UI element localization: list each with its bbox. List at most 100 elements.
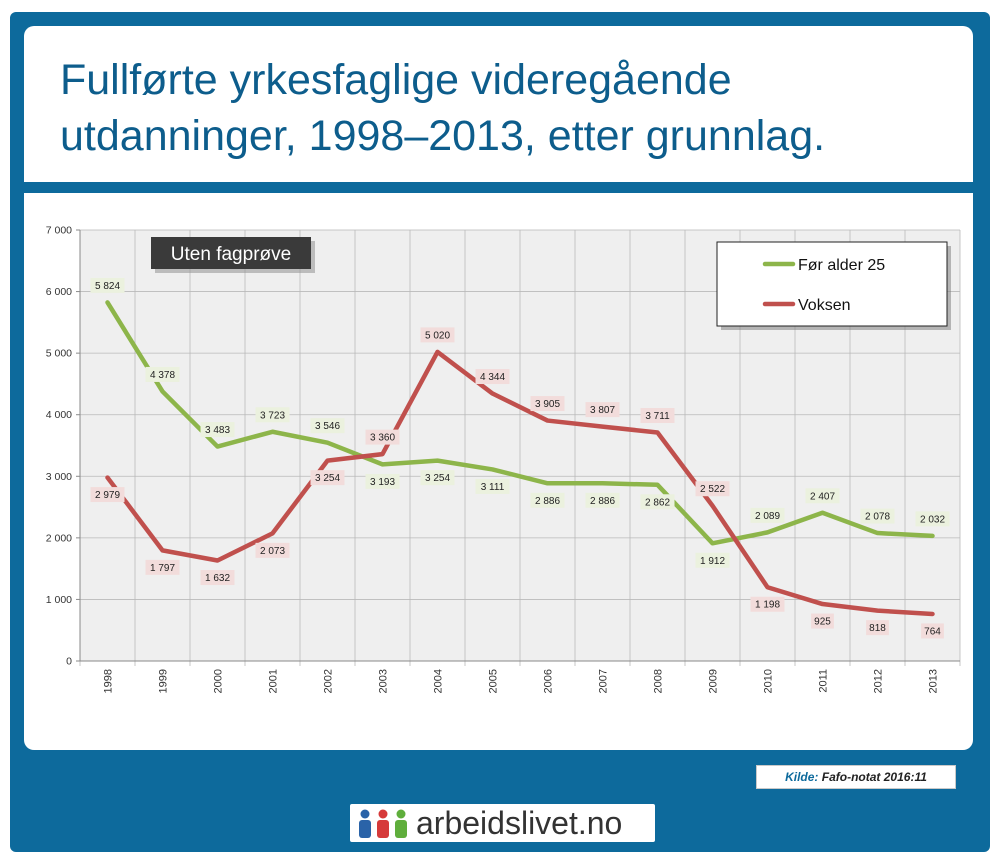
x-tick-label: 2008 [653, 669, 665, 693]
data-label-text: 3 905 [535, 399, 560, 410]
data-label-text: 3 723 [260, 410, 285, 421]
data-label-green: 2 032 [915, 511, 950, 527]
data-label-text: 818 [869, 623, 886, 634]
data-label-green: 2 886 [585, 492, 620, 508]
data-label-bg [915, 511, 950, 527]
data-labels-layer: 5 824 4 378 3 483 3 723 3 546 3 193 3 254 3 111… [90, 277, 950, 639]
data-label-red: 1 797 [145, 559, 180, 575]
data-label-bg [750, 507, 785, 523]
y-tick-label: 0 [66, 656, 72, 668]
data-label-red: 3 360 [365, 429, 400, 445]
data-label-red: 2 073 [255, 542, 290, 558]
data-label-text: 2 407 [810, 491, 835, 502]
data-label-bg [310, 418, 345, 434]
data-label-bg [90, 277, 125, 293]
x-tick-label: 2005 [488, 669, 500, 693]
legend-label-green: Før alder 25 [798, 257, 885, 274]
x-tick-label: 2003 [378, 669, 390, 693]
data-label-red: 3 905 [530, 396, 565, 412]
y-tick-label: 4 000 [46, 409, 72, 421]
data-label-bg [145, 559, 180, 575]
x-tick-label: 2009 [708, 669, 720, 693]
x-tick-label: 2000 [213, 669, 225, 693]
data-label-green: 3 483 [200, 422, 235, 438]
series-line-red [105, 349, 935, 617]
data-label-text: 2 078 [865, 512, 890, 523]
data-label-bg [805, 488, 840, 504]
data-label-text: 2 522 [700, 484, 725, 495]
data-label-red: 2 522 [695, 481, 730, 497]
data-label-bg [640, 408, 675, 424]
data-label-text: 2 979 [95, 490, 120, 501]
data-label-bg [921, 623, 944, 639]
data-label-bg [811, 613, 834, 629]
data-label-red: 1 632 [200, 570, 235, 586]
data-label-bg [255, 542, 290, 558]
data-label-text: 3 360 [370, 433, 395, 444]
data-label-bg [200, 422, 235, 438]
data-label-green: 2 089 [750, 507, 785, 523]
data-label-text: 925 [814, 617, 831, 628]
source-label: Kilde: [785, 770, 819, 784]
data-label-green: 3 193 [365, 473, 400, 489]
x-tick-label: 2001 [268, 669, 280, 693]
data-label-green: 3 254 [420, 470, 455, 486]
data-label-text: 3 807 [590, 405, 615, 416]
site-logo[interactable]: arbeidslivet.no [350, 804, 655, 842]
data-label-bg [365, 473, 400, 489]
data-label-green: 2 886 [530, 492, 565, 508]
y-tick-label: 3 000 [46, 471, 72, 483]
source-text: Fafo-notat 2016:11 [821, 770, 927, 784]
y-tick-label: 6 000 [46, 286, 72, 298]
data-label-green: 2 407 [805, 488, 840, 504]
people-icon [359, 809, 407, 838]
x-tick-label: 2012 [873, 669, 885, 693]
data-label-text: 3 483 [205, 425, 230, 436]
data-label-green: 5 824 [90, 277, 125, 293]
x-tick-label: 2010 [763, 669, 775, 693]
data-label-text: 2 862 [645, 497, 670, 508]
y-tick-label: 1 000 [46, 594, 72, 606]
data-label-text: 1 632 [205, 573, 230, 584]
data-label-text: 1 198 [755, 600, 780, 611]
data-label-text: 1 912 [700, 556, 725, 567]
data-label-text: 3 254 [315, 473, 340, 484]
logo-text: arbeidslivet.no [416, 805, 623, 841]
axes-layer: 0 1 000 2 000 3 000 4 000 5 000 6 000 7 000 1998… [46, 225, 960, 693]
data-label-bg [475, 478, 510, 494]
y-tick-label: 2 000 [46, 532, 72, 544]
y-tick-label: 5 000 [46, 348, 72, 360]
data-label-text: 3 254 [425, 473, 450, 484]
data-label-bg [255, 407, 290, 423]
data-label-bg [860, 508, 895, 524]
data-label-bg [365, 429, 400, 445]
data-label-bg [420, 470, 455, 486]
data-label-text: 2 089 [755, 511, 780, 522]
data-label-text: 2 073 [260, 546, 285, 557]
legend-label-red: Voksen [798, 297, 850, 314]
data-label-text: 3 193 [370, 477, 395, 488]
data-label-text: 5 020 [425, 330, 450, 341]
data-label-bg [695, 552, 730, 568]
x-tick-label: 2006 [543, 669, 555, 693]
data-label-green: 2 078 [860, 508, 895, 524]
data-label-bg [310, 470, 345, 486]
title-panel: Fullførte yrkesfaglige videregående utda… [24, 26, 973, 182]
data-label-bg [585, 402, 620, 418]
data-label-green: 3 111 [475, 478, 510, 494]
data-label-text: 4 378 [150, 370, 175, 381]
data-label-text: 3 711 [645, 411, 670, 422]
series-line-green [105, 300, 935, 546]
data-label-text: 1 797 [150, 563, 175, 574]
chart-panel: 0 1 000 2 000 3 000 4 000 5 000 6 000 7 000 1998… [24, 193, 973, 750]
data-label-red: 3 711 [640, 408, 675, 424]
x-tick-label: 2007 [598, 669, 610, 693]
data-label-green: 2 862 [640, 494, 675, 510]
data-label-text: 5 824 [95, 281, 120, 292]
data-label-green: 3 546 [310, 418, 345, 434]
data-label-bg [420, 327, 455, 343]
data-label-red: 925 [811, 613, 834, 629]
y-tick-label: 7 000 [46, 225, 72, 237]
data-label-red: 4 344 [475, 369, 510, 385]
data-label-bg [530, 396, 565, 412]
